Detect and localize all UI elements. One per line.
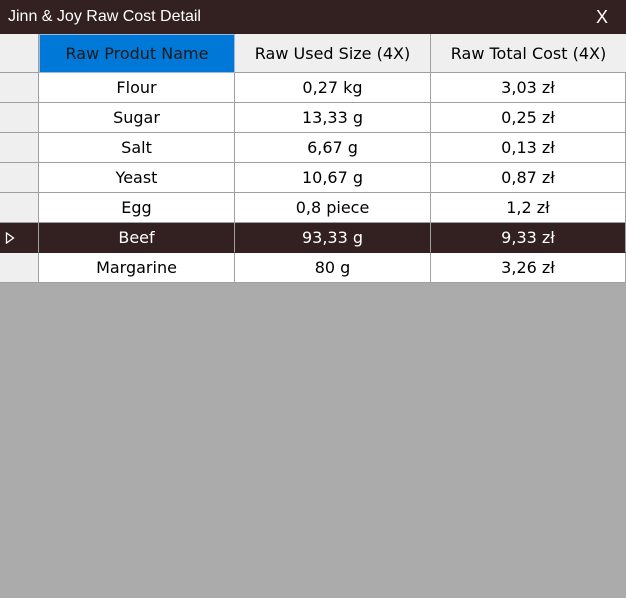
cell-total-cost[interactable]: 9,33 zł: [431, 223, 626, 253]
cell-used-size[interactable]: 0,8 piece: [235, 193, 431, 223]
cell-product-name[interactable]: Egg: [39, 193, 235, 223]
table-row[interactable]: Flour 0,27 kg 3,03 zł: [0, 73, 626, 103]
table-row[interactable]: Yeast 10,67 g 0,87 zł: [0, 163, 626, 193]
table-row[interactable]: Salt 6,67 g 0,13 zł: [0, 133, 626, 163]
cell-total-cost[interactable]: 0,13 zł: [431, 133, 626, 163]
cell-total-cost[interactable]: 3,03 zł: [431, 73, 626, 103]
grid-corner-header[interactable]: [0, 34, 39, 73]
table-row-selected[interactable]: Beef 93,33 g 9,33 zł: [0, 223, 626, 253]
row-header-current[interactable]: [0, 223, 39, 253]
cell-product-name[interactable]: Salt: [39, 133, 235, 163]
window-title: Jinn & Joy Raw Cost Detail: [8, 8, 201, 25]
table-row[interactable]: Margarine 80 g 3,26 zł: [0, 253, 626, 283]
row-header[interactable]: [0, 253, 39, 283]
cell-total-cost[interactable]: 0,87 zł: [431, 163, 626, 193]
cell-product-name[interactable]: Flour: [39, 73, 235, 103]
row-header[interactable]: [0, 103, 39, 133]
raw-cost-grid: Raw Produt Name Raw Used Size (4X) Raw T…: [0, 34, 626, 283]
current-row-pointer-icon: [5, 231, 15, 244]
window-titlebar: Jinn & Joy Raw Cost Detail X: [0, 0, 626, 34]
cell-used-size[interactable]: 13,33 g: [235, 103, 431, 133]
table-row[interactable]: Egg 0,8 piece 1,2 zł: [0, 193, 626, 223]
column-header-raw-used-size[interactable]: Raw Used Size (4X): [235, 34, 431, 73]
cell-product-name[interactable]: Beef: [39, 223, 235, 253]
column-header-raw-product-name[interactable]: Raw Produt Name: [39, 34, 235, 73]
cell-used-size[interactable]: 10,67 g: [235, 163, 431, 193]
table-row[interactable]: Sugar 13,33 g 0,25 zł: [0, 103, 626, 133]
cell-total-cost[interactable]: 0,25 zł: [431, 103, 626, 133]
column-header-raw-total-cost[interactable]: Raw Total Cost (4X): [431, 34, 626, 73]
close-button[interactable]: X: [595, 7, 608, 27]
row-header[interactable]: [0, 193, 39, 223]
cell-product-name[interactable]: Sugar: [39, 103, 235, 133]
cell-used-size[interactable]: 0,27 kg: [235, 73, 431, 103]
grid-header-row: Raw Produt Name Raw Used Size (4X) Raw T…: [0, 34, 626, 73]
cell-total-cost[interactable]: 1,2 zł: [431, 193, 626, 223]
cell-product-name[interactable]: Yeast: [39, 163, 235, 193]
cell-used-size[interactable]: 80 g: [235, 253, 431, 283]
row-header[interactable]: [0, 163, 39, 193]
cell-used-size[interactable]: 93,33 g: [235, 223, 431, 253]
cell-product-name[interactable]: Margarine: [39, 253, 235, 283]
cell-total-cost[interactable]: 3,26 zł: [431, 253, 626, 283]
row-header[interactable]: [0, 73, 39, 103]
cell-used-size[interactable]: 6,67 g: [235, 133, 431, 163]
row-header[interactable]: [0, 133, 39, 163]
